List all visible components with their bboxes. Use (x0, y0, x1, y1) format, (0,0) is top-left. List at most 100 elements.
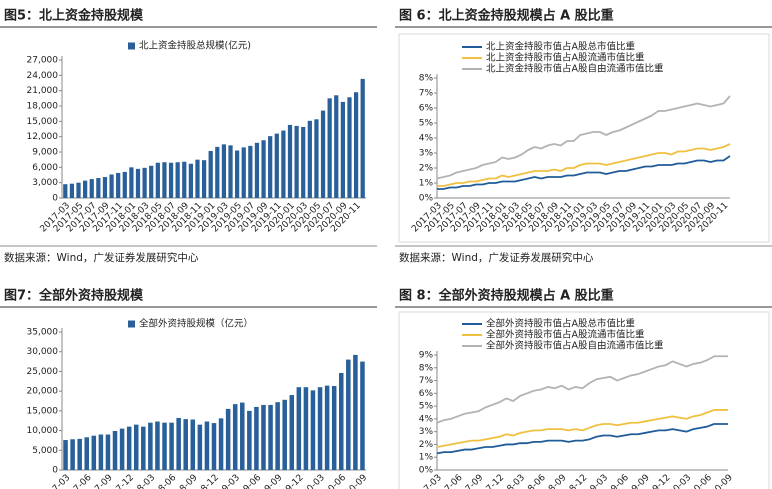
bar (96, 178, 101, 198)
bar (122, 171, 127, 198)
bar (218, 418, 224, 470)
bar (190, 419, 196, 470)
y-tick-label: 8% (419, 363, 434, 373)
y-tick-label: 7% (419, 376, 434, 386)
y-tick-label: 3% (419, 149, 434, 159)
bar (102, 177, 108, 198)
bar (116, 172, 121, 198)
y-tick-label: 0 (52, 466, 58, 476)
bar (261, 404, 266, 470)
bar (241, 147, 246, 198)
y-tick-label: 6% (419, 389, 434, 399)
bar (69, 183, 75, 198)
y-tick-label: 9,000 (32, 148, 58, 158)
bar (247, 410, 252, 470)
bar (70, 439, 75, 470)
bar (175, 162, 180, 198)
bar (215, 146, 220, 198)
y-tick-label: 0 (52, 194, 58, 204)
bar (63, 440, 68, 470)
bar (129, 167, 134, 198)
bar (324, 385, 330, 470)
bar (327, 98, 332, 198)
y-tick-label: 1% (419, 179, 434, 189)
bar (334, 95, 339, 198)
legend-swatch (128, 320, 135, 328)
y-tick-label: 5% (419, 402, 434, 412)
y-tick-label: 30,000 (27, 347, 59, 357)
bar (141, 426, 146, 470)
y-tick-label: 7% (419, 89, 434, 99)
bar (105, 434, 111, 470)
y-tick-label: 3% (419, 427, 434, 437)
figure-title: 图 6：北上资金持股规模占 A 股比重 (399, 8, 614, 24)
bar (76, 182, 81, 198)
bar (331, 386, 337, 470)
bar (353, 354, 358, 470)
bar (109, 174, 114, 198)
bar (168, 162, 174, 198)
y-tick-label: 18,000 (27, 102, 59, 112)
y-tick-label: 8% (419, 74, 434, 84)
y-tick-label: 24,000 (27, 71, 59, 81)
bar (211, 423, 217, 470)
bar (240, 402, 245, 470)
bar (155, 162, 160, 198)
bar (360, 361, 365, 470)
bar (98, 434, 104, 470)
bar (195, 159, 200, 198)
bar (338, 373, 344, 470)
bar (346, 359, 351, 470)
bar (268, 404, 273, 470)
y-tick-label: 1% (419, 453, 434, 463)
bar (254, 142, 260, 198)
legend-label: 全部外资持股市值占A股流通市值比重 (486, 329, 645, 341)
bar (303, 387, 309, 470)
bar (314, 119, 319, 198)
bar (307, 120, 312, 198)
line (436, 355, 728, 424)
bar (91, 435, 97, 470)
bar (340, 101, 345, 198)
bar (317, 387, 323, 470)
y-tick-label: 9% (419, 351, 434, 361)
bar (282, 399, 287, 470)
bar (135, 168, 141, 198)
legend-label: 北上资金持股总规模(亿元) (139, 40, 251, 52)
bar (248, 145, 253, 198)
bar (162, 422, 167, 470)
bar (232, 404, 238, 470)
bar (149, 165, 154, 198)
y-tick-label: 6,000 (32, 163, 58, 173)
legend-label: 全部外资持股市值占A股总市值比重 (486, 318, 635, 330)
bar (287, 124, 293, 198)
bar (63, 184, 68, 198)
bar (360, 78, 365, 198)
bar (281, 130, 286, 198)
bar (275, 402, 280, 470)
y-tick-label: 2% (419, 440, 434, 450)
legend-label: 北上资金持股市值占A股自由流通市值比重 (486, 63, 664, 75)
bar (235, 150, 240, 198)
bar (142, 167, 147, 198)
chart-frame (398, 311, 770, 489)
bar (77, 438, 82, 470)
bar (347, 97, 352, 198)
y-tick-label: 12,000 (27, 132, 59, 142)
bar (201, 160, 207, 198)
bar (294, 125, 299, 198)
bar (221, 144, 227, 198)
source: 数据来源：Wind，广发证券发展研究中心 (4, 251, 199, 264)
y-tick-label: 3,000 (32, 178, 58, 188)
legend-label: 北上资金持股市值占A股流通市值比重 (486, 52, 645, 64)
line (437, 155, 731, 190)
bar (197, 424, 203, 470)
y-tick-label: 25,000 (27, 367, 59, 377)
bar (133, 424, 139, 470)
bar (301, 126, 306, 198)
y-tick-label: 0% (419, 466, 434, 476)
y-tick-label: 27,000 (27, 56, 59, 66)
bar (310, 390, 316, 470)
bar (188, 163, 193, 198)
bar (148, 422, 153, 470)
